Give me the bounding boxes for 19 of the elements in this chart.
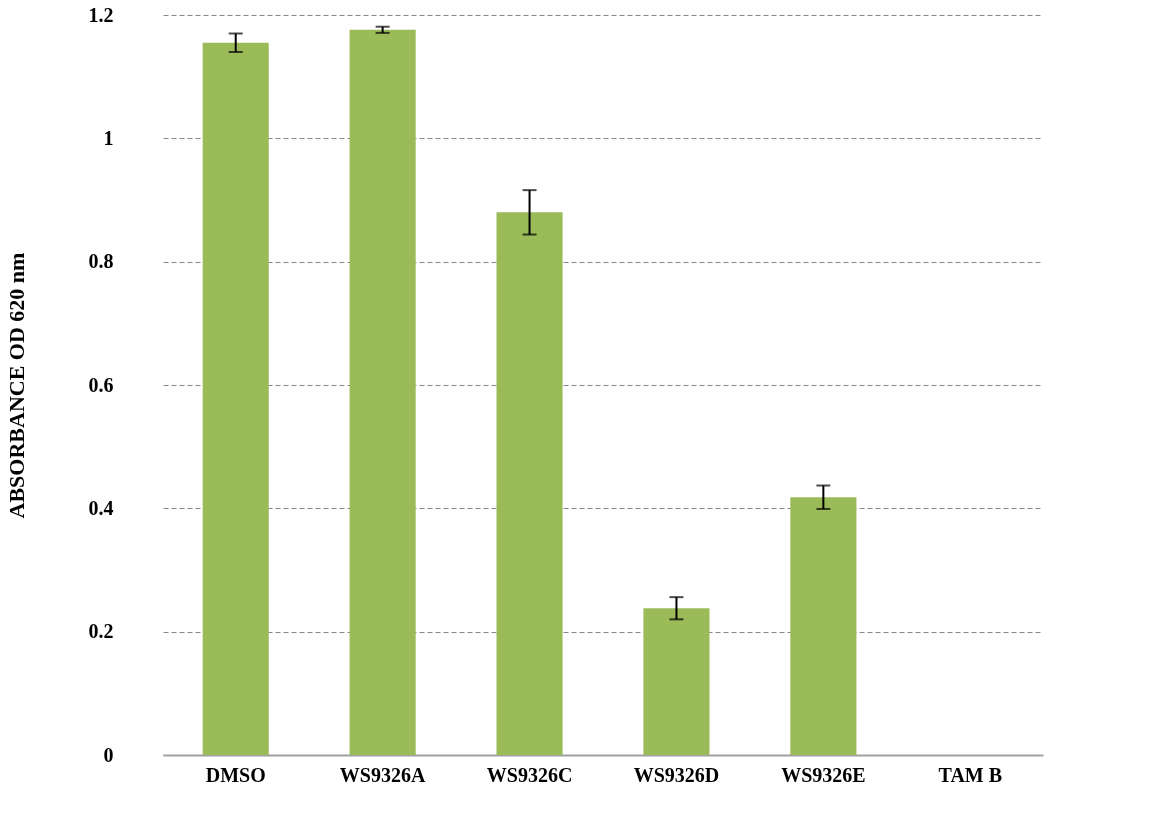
x-tick-label: WS9326E <box>781 763 866 786</box>
y-tick-label: 1 <box>103 126 114 149</box>
x-tick-label: TAM B <box>938 763 1003 786</box>
bar <box>202 42 269 755</box>
x-tick-label: WS9326A <box>339 763 426 786</box>
bar <box>790 497 857 755</box>
y-tick-label: 0.8 <box>88 250 114 273</box>
x-tick-label: WS9326C <box>486 763 573 786</box>
y-tick-label: 0 <box>103 743 114 766</box>
y-tick-label: 0.6 <box>88 373 114 396</box>
bar <box>349 29 416 755</box>
y-tick-label: 0.4 <box>88 496 114 519</box>
x-tick-label: WS9326D <box>633 763 720 786</box>
x-tick-label: DMSO <box>205 763 266 786</box>
y-tick-label: 0.2 <box>88 620 114 643</box>
y-axis-title: ABSORBANCE OD 620 nm <box>3 252 29 519</box>
y-tick-label: 1.2 <box>88 3 114 26</box>
bar <box>496 212 563 755</box>
bar <box>643 608 710 755</box>
